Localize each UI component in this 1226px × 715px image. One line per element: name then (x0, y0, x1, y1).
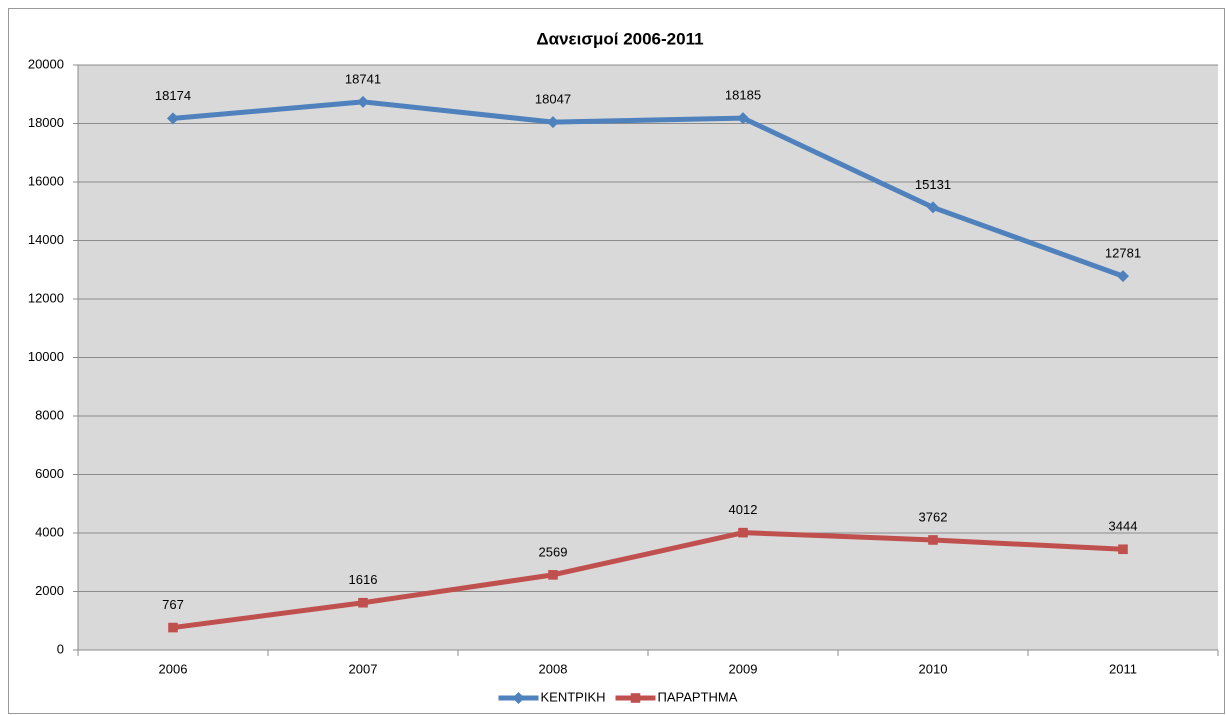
y-tick-label: 20000 (28, 56, 64, 71)
data-label: 18047 (535, 92, 571, 107)
point-marker (738, 527, 748, 538)
series-line (172, 99, 1124, 279)
point-marker (358, 597, 368, 608)
legend-label: ΚΕΝΤΡΙΚΗ (541, 689, 606, 704)
y-tick-label: 12000 (28, 290, 64, 305)
chart-title: Δανεισμοί 2006-2011 (536, 29, 703, 48)
point-marker (1118, 544, 1128, 555)
x-tick-label: 2011 (1109, 661, 1137, 676)
y-tick-label: 8000 (35, 407, 64, 422)
y-tick-label: 16000 (28, 173, 64, 188)
legend-marker (512, 692, 525, 704)
data-label: 12781 (1105, 246, 1141, 261)
data-label: 18174 (155, 88, 191, 103)
data-label: 18185 (725, 88, 761, 103)
point-marker (168, 622, 178, 633)
legend-marker (630, 693, 641, 703)
data-label: 2569 (539, 544, 568, 559)
point-marker (927, 201, 939, 214)
y-tick-label: 10000 (28, 349, 64, 364)
data-label: 1616 (349, 572, 378, 587)
data-label: 3444 (1109, 519, 1138, 534)
point-marker (167, 112, 179, 125)
x-tick-label: 2008 (539, 661, 568, 676)
point-marker (547, 116, 559, 129)
y-tick-label: 4000 (35, 524, 64, 539)
point-marker (928, 535, 938, 545)
data-label: 767 (162, 597, 184, 612)
x-tick-label: 2006 (159, 661, 188, 676)
data-label: 15131 (915, 177, 951, 192)
data-label: 4012 (729, 502, 758, 517)
data-label: 3762 (919, 509, 948, 524)
x-tick-label: 2010 (919, 661, 948, 676)
y-tick-label: 0 (57, 641, 64, 656)
legend-label: ΠΑΡΑΡΤΗΜΑ (658, 689, 738, 704)
point-marker (737, 112, 749, 125)
point-marker (548, 570, 558, 580)
x-tick-label: 2009 (729, 661, 758, 676)
y-tick-label: 6000 (35, 466, 64, 481)
y-tick-label: 2000 (35, 583, 64, 598)
point-marker (1117, 270, 1129, 283)
y-tick-label: 18000 (28, 115, 64, 130)
y-tick-label: 14000 (28, 232, 64, 247)
data-label: 18741 (345, 71, 381, 86)
series-line (172, 530, 1124, 631)
x-tick-label: 2007 (349, 661, 378, 676)
point-marker (357, 95, 369, 108)
